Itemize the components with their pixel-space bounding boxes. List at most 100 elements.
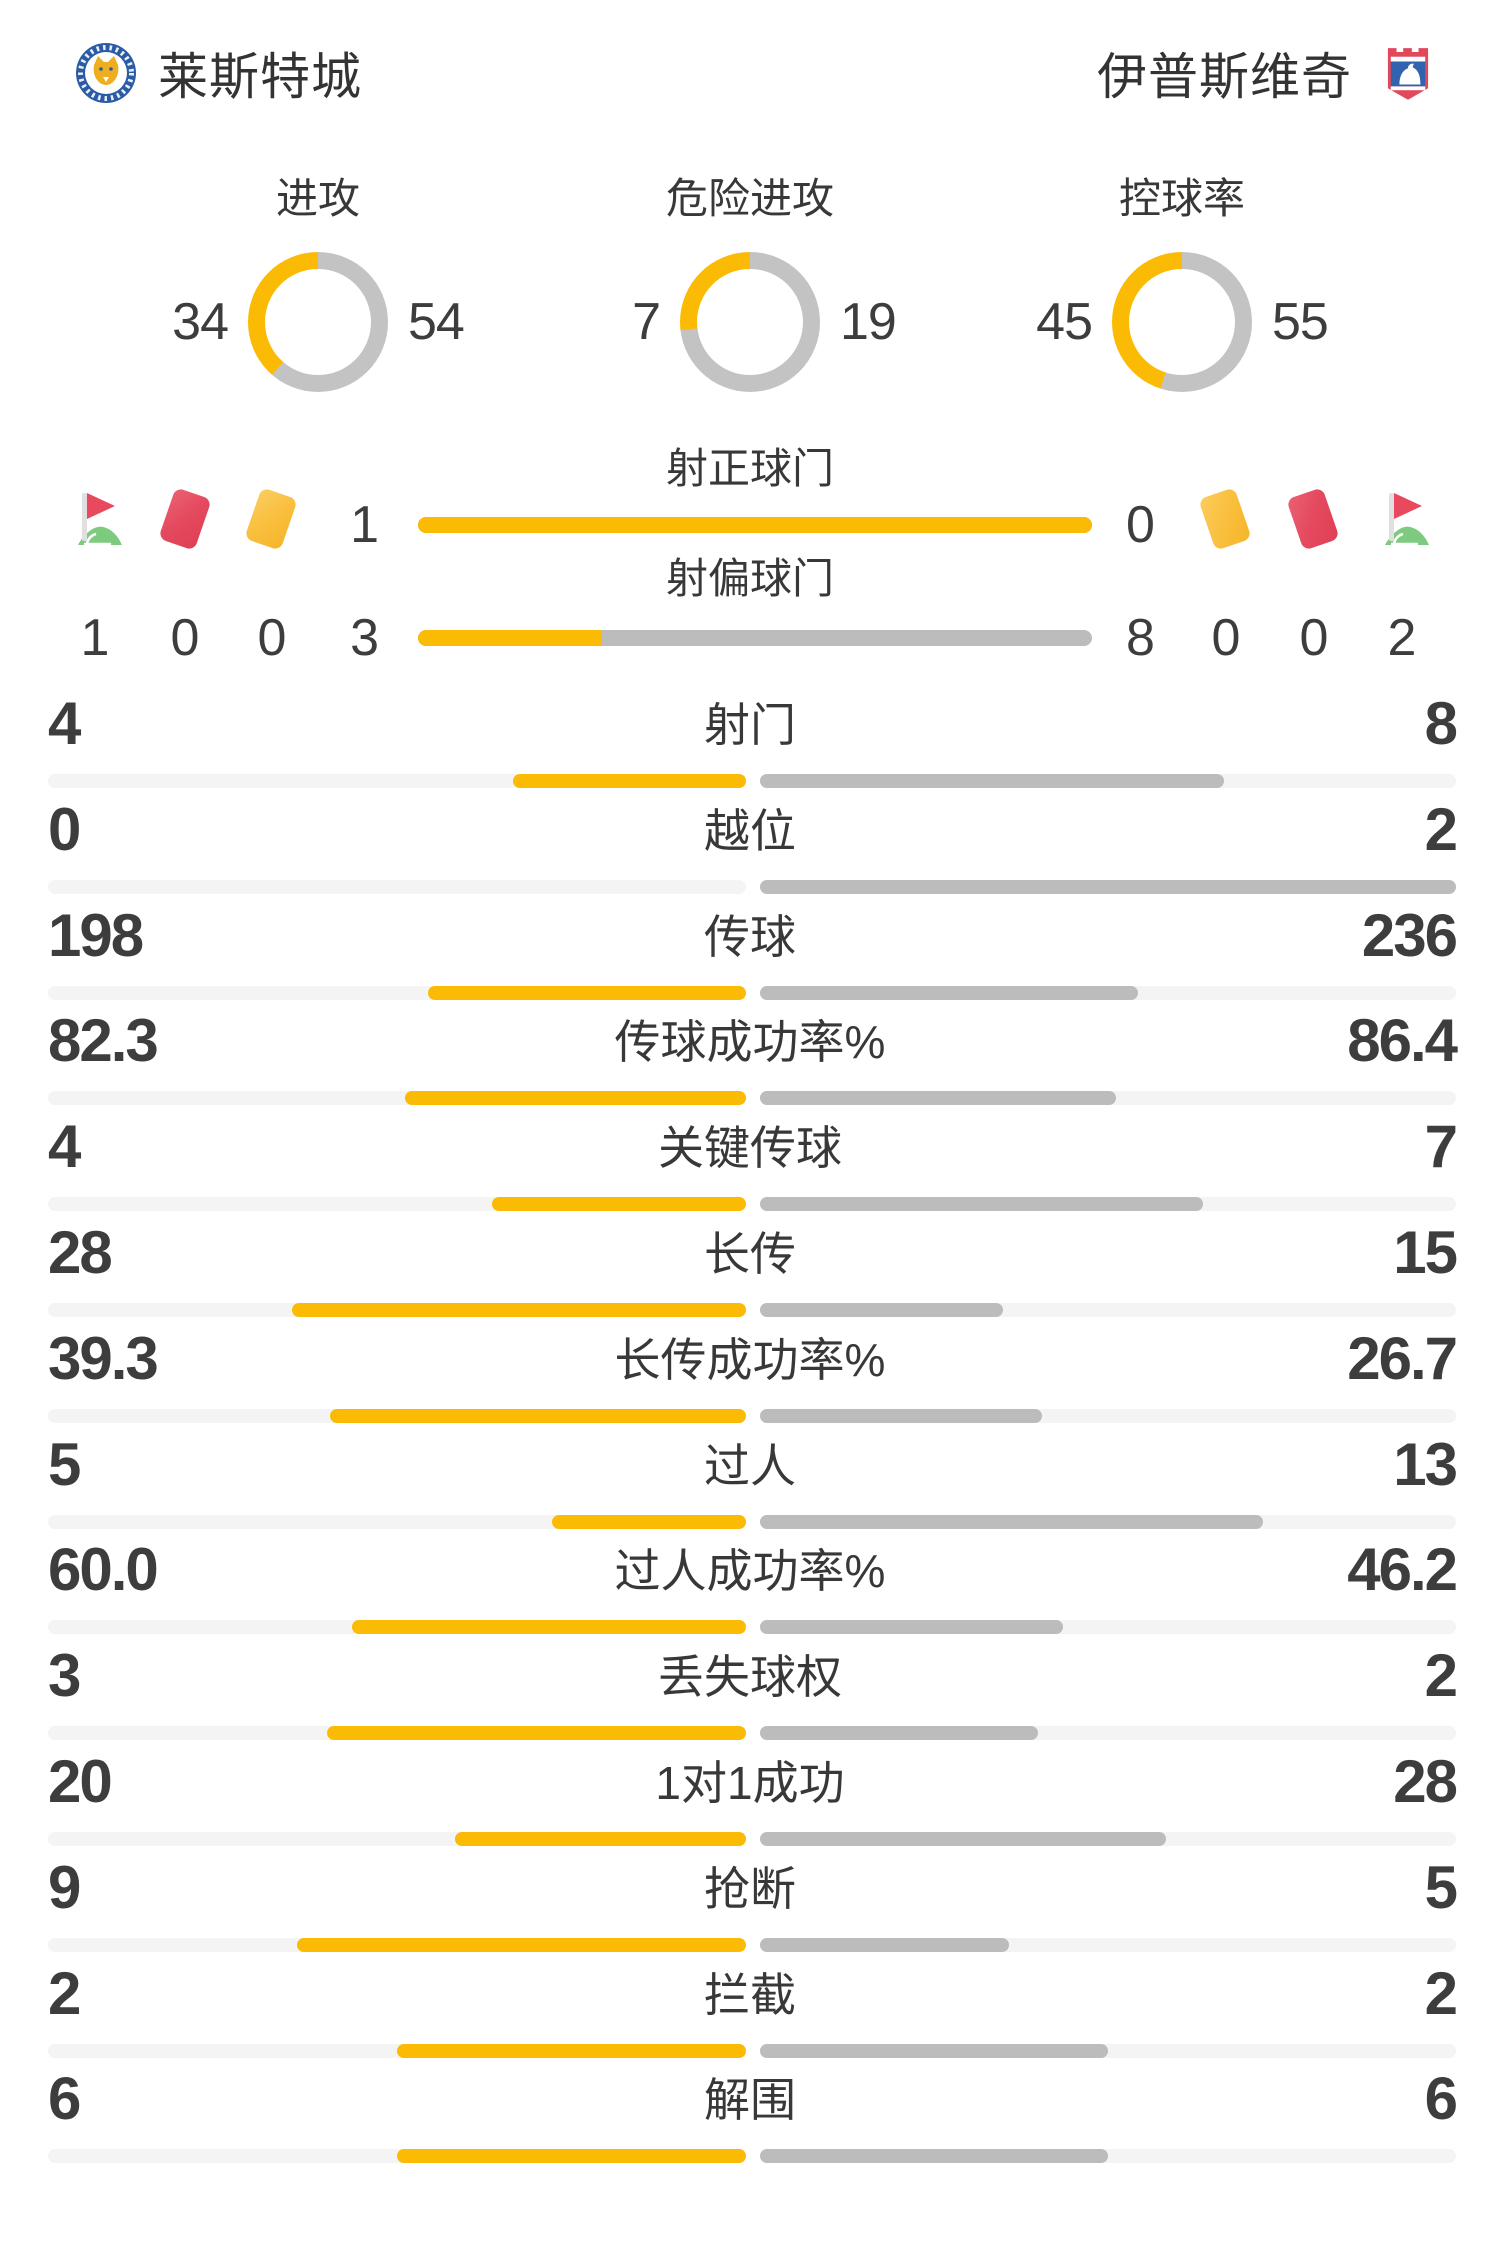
stat-home-value: 0: [48, 795, 81, 863]
stat-away-bar: [760, 1937, 1456, 1952]
stat-home-bar: [48, 1831, 746, 1846]
away-red-cards-count: 0: [1299, 609, 1329, 667]
stat-row: 0 越位 2: [0, 799, 1500, 910]
stat-home-value: 198: [48, 901, 144, 969]
ipswich-town-crest-icon: [1387, 48, 1429, 100]
donut-home-value: 7: [632, 293, 661, 351]
donut-label: 进攻: [275, 175, 360, 222]
header: 莱斯特城 伊普斯维奇: [0, 40, 1500, 106]
stat-row: 28 长传 15: [0, 1222, 1500, 1333]
stat-away-bar: [760, 1831, 1456, 1846]
stat-home-value: 2: [48, 1959, 81, 2027]
stat-home-value: 4: [48, 1113, 81, 1181]
stat-home-value: 39.3: [48, 1324, 159, 1392]
stat-home-value: 28: [48, 1218, 113, 1286]
donut-away-value: 55: [1272, 293, 1329, 351]
stat-away-value: 2: [1424, 1642, 1458, 1710]
stat-away-bar: [760, 1408, 1456, 1423]
stat-away-bar: [760, 1620, 1456, 1635]
shots-on-target-home-value: 1: [350, 496, 379, 554]
stat-away-bar: [760, 1197, 1456, 1212]
shots-off-target-home-value: 3: [350, 609, 379, 667]
stat-home-bar: [48, 879, 746, 894]
stat-home-bar: [48, 985, 746, 1000]
shots-on-target-bar: [418, 517, 1092, 533]
stat-label: 传球成功率%: [614, 1016, 886, 1069]
stat-home-bar: [48, 774, 746, 788]
stat-row: 60.0 过人成功率% 46.2: [0, 1540, 1500, 1650]
stat-home-bar: [48, 2043, 746, 2058]
home-team-name: 莱斯特城: [158, 49, 362, 105]
stat-label: 拦截: [704, 1968, 796, 2021]
stat-away-value: 8: [1424, 690, 1458, 757]
stat-home-bar: [48, 2149, 746, 2164]
stat-home-value: 82.3: [48, 1007, 159, 1075]
stat-away-bar: [760, 1302, 1456, 1317]
stat-away-value: 26.7: [1347, 1324, 1458, 1392]
donut-away-value: 19: [840, 293, 897, 351]
stat-home-bar: [48, 1091, 746, 1106]
stat-row: 5 过人 13: [0, 1434, 1500, 1545]
shots-off-target-bar: [418, 630, 1092, 646]
stat-away-value: 5: [1424, 1853, 1458, 1921]
corner-flag-icon: [78, 493, 122, 546]
donut-label: 危险进攻: [665, 175, 834, 222]
shots-off-target-away-value: 8: [1126, 609, 1155, 667]
stat-label: 过人成功率%: [614, 1545, 886, 1598]
stat-home-bar: [48, 1408, 746, 1423]
stat-row: 2 拦截 2: [0, 1963, 1500, 2074]
stat-home-bar: [48, 1726, 746, 1741]
stat-away-bar: [760, 1726, 1456, 1741]
stat-row: 3 丢失球权 2: [0, 1646, 1500, 1756]
stat-away-value: 46.2: [1347, 1536, 1458, 1604]
stat-away-value: 2: [1424, 795, 1458, 863]
home-yellow-cards-count: 0: [257, 609, 287, 667]
stat-home-bar: [48, 1514, 746, 1529]
stat-home-value: 3: [48, 1642, 81, 1710]
stat-row: 39.3 长传成功率% 26.7: [0, 1328, 1500, 1439]
stat-home-bar: [48, 1937, 746, 1952]
stat-home-value: 4: [48, 690, 81, 757]
stat-away-bar: [760, 2043, 1456, 2058]
donut-label: 控球率: [1118, 175, 1245, 222]
home-red-cards-count: 0: [170, 609, 200, 667]
stat-row: 198 传球 236: [0, 905, 1500, 1016]
away-team: 伊普斯维奇: [1097, 37, 1430, 109]
corner-flag-icon: [1385, 493, 1429, 546]
stat-label: 传球: [704, 910, 796, 963]
home-corners-count: 1: [80, 609, 110, 667]
donut-chart: 进攻 34 54: [148, 176, 488, 392]
stat-row: 4 关键传球 7: [0, 1117, 1500, 1227]
donut-ring: [1112, 252, 1252, 392]
stat-away-value: 6: [1424, 2065, 1458, 2133]
stat-row: 6 解围 6: [0, 2069, 1500, 2179]
stat-home-bar: [48, 1302, 746, 1317]
stat-label: 长传: [704, 1227, 796, 1280]
away-yellow-cards-count: 0: [1211, 609, 1241, 667]
leicester-city-crest-icon: [76, 43, 136, 103]
stat-row: 82.3 传球成功率% 86.4: [0, 1011, 1500, 1121]
stat-away-value: 236: [1361, 901, 1458, 969]
stat-away-bar: [760, 1514, 1456, 1529]
donut-chart: 危险进攻 7 19: [580, 176, 920, 392]
stats-section: 4 射门 8 0 越位 2 198 传球 236 82.3 传球成功率%: [0, 694, 1500, 2179]
donut-ring: [680, 252, 820, 392]
stat-label: 过人: [704, 1439, 796, 1492]
donut-chart: 控球率 45 55: [1012, 176, 1352, 392]
shots-on-target-away-value: 0: [1126, 496, 1155, 554]
stat-home-bar: [48, 1197, 746, 1212]
donut-away-value: 54: [408, 293, 465, 351]
donut-section: 进攻 34 54 危险进攻 7 19 控球率 45 55: [148, 176, 1352, 392]
stat-away-bar: [760, 2149, 1456, 2164]
stat-home-value: 60.0: [48, 1536, 159, 1604]
stat-home-value: 20: [48, 1747, 113, 1815]
stat-label: 1对1成功: [655, 1756, 845, 1809]
stat-away-value: 2: [1424, 1959, 1458, 2027]
donut-home-value: 45: [1036, 293, 1093, 351]
stat-away-bar: [760, 879, 1456, 894]
stat-home-value: 6: [48, 2065, 81, 2133]
stat-label: 越位: [704, 804, 796, 857]
donut-home-value: 34: [172, 293, 229, 351]
stat-row: 4 射门 8: [0, 694, 1500, 804]
